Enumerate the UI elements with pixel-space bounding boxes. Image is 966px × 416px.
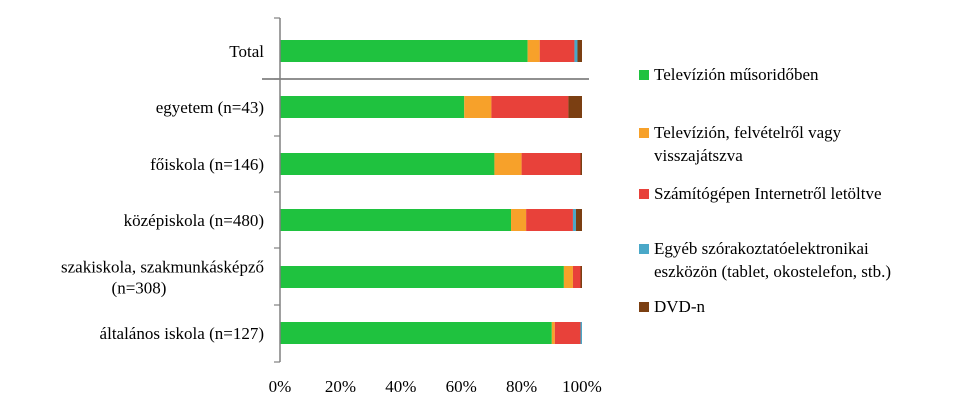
x-tick-label-5: 100% <box>562 377 602 396</box>
legend-swatch-2 <box>639 189 649 199</box>
bar-segment-1-2 <box>491 96 569 118</box>
bar-segment-0-0 <box>280 40 528 62</box>
category-label-2: főiskola (n=146) <box>150 155 264 174</box>
bar-segment-4-0 <box>280 266 564 288</box>
category-label-3: középiskola (n=480) <box>124 211 264 230</box>
legend-label-1-line-0: Televízión, felvételről vagy <box>654 123 842 142</box>
bar-segment-3-0 <box>280 209 512 231</box>
bar-segment-3-4 <box>575 209 582 231</box>
bar-segment-5-1 <box>551 322 555 344</box>
bars-layer <box>280 40 582 344</box>
bar-segment-2-0 <box>280 153 495 175</box>
bar-segment-0-3 <box>574 40 578 62</box>
axes-layer: 0% 20% 40% 60% 80% 100% <box>262 17 602 396</box>
legend-swatch-0 <box>639 70 649 80</box>
bar-segment-3-2 <box>526 209 573 231</box>
legend-label-4: DVD-n <box>654 297 705 316</box>
bar-segment-5-3 <box>580 322 582 344</box>
legend-label-3-line-0: Egyéb szórakoztatóelektronikai <box>654 239 869 258</box>
legend-label-1-line-1: visszajátszva <box>654 146 743 165</box>
bar-segment-5-0 <box>280 322 552 344</box>
x-tick-label-4: 80% <box>506 377 537 396</box>
bar-segment-1-0 <box>280 96 465 118</box>
category-label-1: egyetem (n=43) <box>156 98 264 117</box>
bar-segment-0-4 <box>577 40 582 62</box>
legend-label-2: Számítógépen Internetről letöltve <box>654 184 882 203</box>
bar-segment-3-3 <box>572 209 576 231</box>
bar-segment-2-1 <box>494 153 522 175</box>
category-label-4-line-1: (n=308) <box>112 279 167 298</box>
category-labels: Total egyetem (n=43) főiskola (n=146) közép… <box>61 42 264 343</box>
bar-segment-4-1 <box>563 266 573 288</box>
legend-swatch-3 <box>639 244 649 254</box>
bar-segment-2-4 <box>580 153 582 175</box>
legend-swatch-1 <box>639 128 649 138</box>
bar-segment-3-1 <box>511 209 527 231</box>
category-label-5: általános iskola (n=127) <box>100 324 264 343</box>
legend-swatch-4 <box>639 302 649 312</box>
bar-segment-1-1 <box>464 96 492 118</box>
bar-segment-4-2 <box>572 266 581 288</box>
bar-segment-0-2 <box>539 40 575 62</box>
x-tick-label-2: 40% <box>385 377 416 396</box>
x-tick-label-0: 0% <box>269 377 292 396</box>
category-label-4-line-0: szakiskola, szakmunkásképző <box>61 258 264 277</box>
category-label-0: Total <box>229 42 264 61</box>
bar-segment-2-2 <box>521 153 581 175</box>
bar-segment-5-2 <box>554 322 581 344</box>
legend-label-0: Televízión műsoridőben <box>654 65 819 84</box>
x-tick-label-3: 60% <box>446 377 477 396</box>
bar-segment-0-1 <box>527 40 540 62</box>
bar-segment-1-4 <box>568 96 582 118</box>
bar-segment-4-4 <box>580 266 582 288</box>
legend: Televízión műsoridőben Televízión, felvét… <box>639 65 891 316</box>
x-tick-label-1: 20% <box>325 377 356 396</box>
legend-label-3-line-1: eszközön (tablet, okostelefon, stb.) <box>654 262 891 281</box>
